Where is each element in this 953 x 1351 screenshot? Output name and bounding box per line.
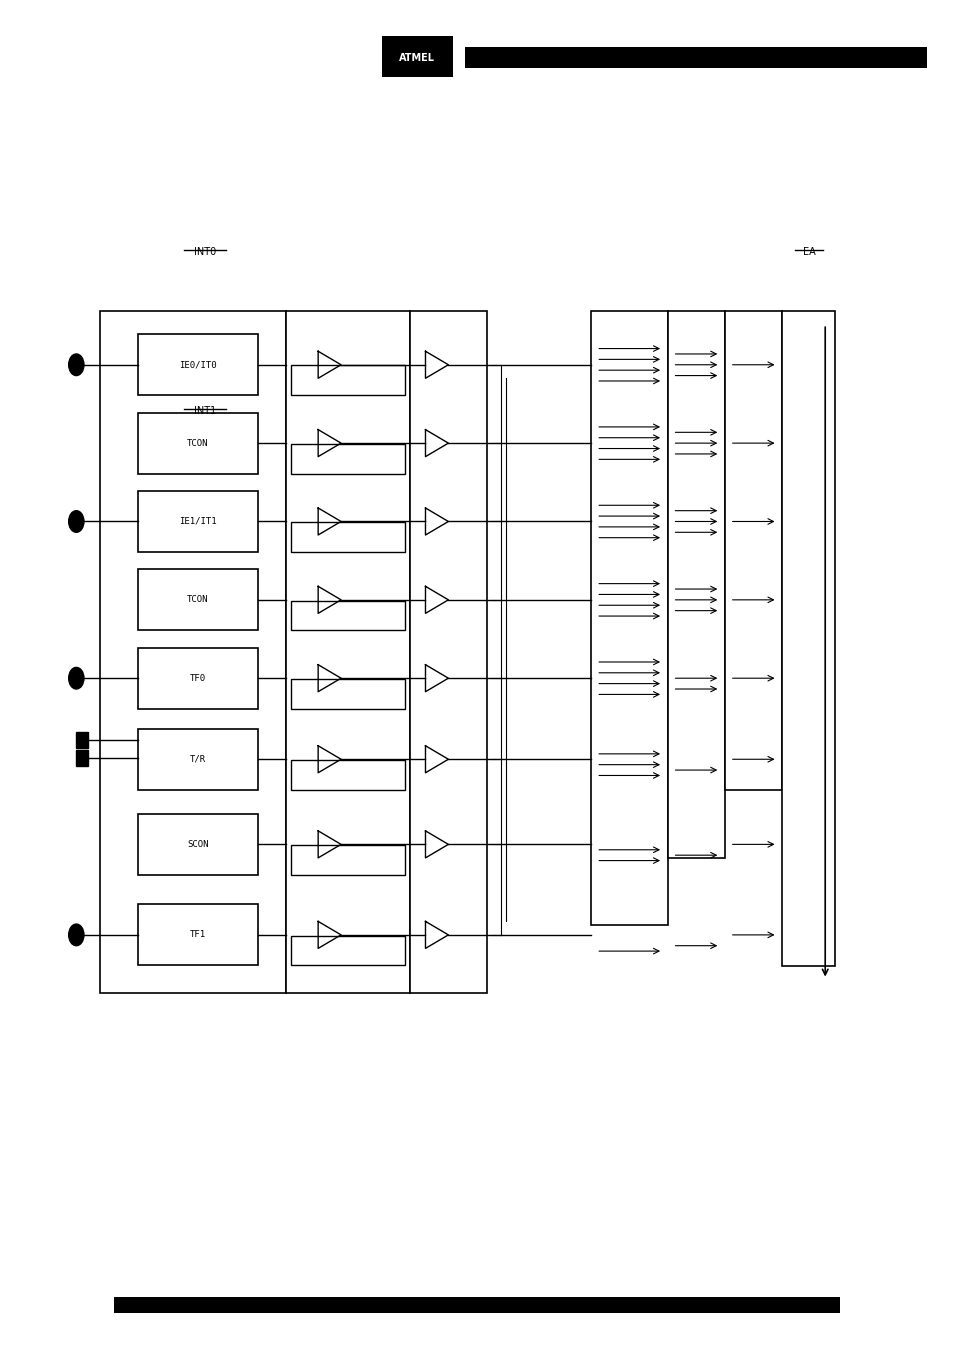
Bar — [291, 600, 405, 630]
Text: TF0: TF0 — [190, 674, 206, 682]
Bar — [138, 813, 257, 875]
Bar — [464, 47, 926, 68]
Text: IE0/IT0: IE0/IT0 — [179, 361, 216, 369]
Bar — [138, 569, 257, 630]
Text: TCON: TCON — [187, 596, 209, 604]
Bar — [291, 935, 405, 965]
Bar — [591, 311, 667, 925]
Bar — [138, 412, 257, 473]
Bar — [291, 443, 405, 473]
Circle shape — [69, 667, 84, 689]
Bar — [138, 905, 257, 965]
Bar — [724, 311, 781, 790]
Bar — [138, 334, 257, 396]
Text: ATMEL: ATMEL — [398, 53, 435, 63]
Bar — [138, 648, 257, 708]
Text: IE1/IT1: IE1/IT1 — [179, 517, 216, 526]
Circle shape — [69, 511, 84, 532]
Text: TCON: TCON — [187, 439, 209, 447]
Bar — [76, 732, 88, 748]
Bar — [76, 750, 88, 766]
Circle shape — [69, 354, 84, 376]
Text: INT0: INT0 — [193, 247, 216, 257]
Circle shape — [69, 924, 84, 946]
Bar — [291, 759, 405, 789]
Bar — [291, 846, 405, 875]
Text: T/R: T/R — [190, 755, 206, 763]
Bar — [138, 730, 257, 789]
Bar — [291, 680, 405, 708]
Text: SCON: SCON — [187, 840, 209, 848]
Text: TF1: TF1 — [190, 931, 206, 939]
Text: INT1: INT1 — [193, 407, 216, 416]
Bar — [100, 311, 286, 993]
Bar — [781, 311, 834, 966]
Bar — [291, 366, 405, 396]
Bar — [138, 490, 257, 551]
Bar — [381, 36, 453, 77]
Bar — [410, 311, 486, 993]
Text: EA: EA — [801, 247, 815, 257]
Bar — [291, 521, 405, 551]
Bar — [286, 311, 410, 993]
Bar — [114, 1297, 839, 1313]
Bar — [667, 311, 724, 858]
